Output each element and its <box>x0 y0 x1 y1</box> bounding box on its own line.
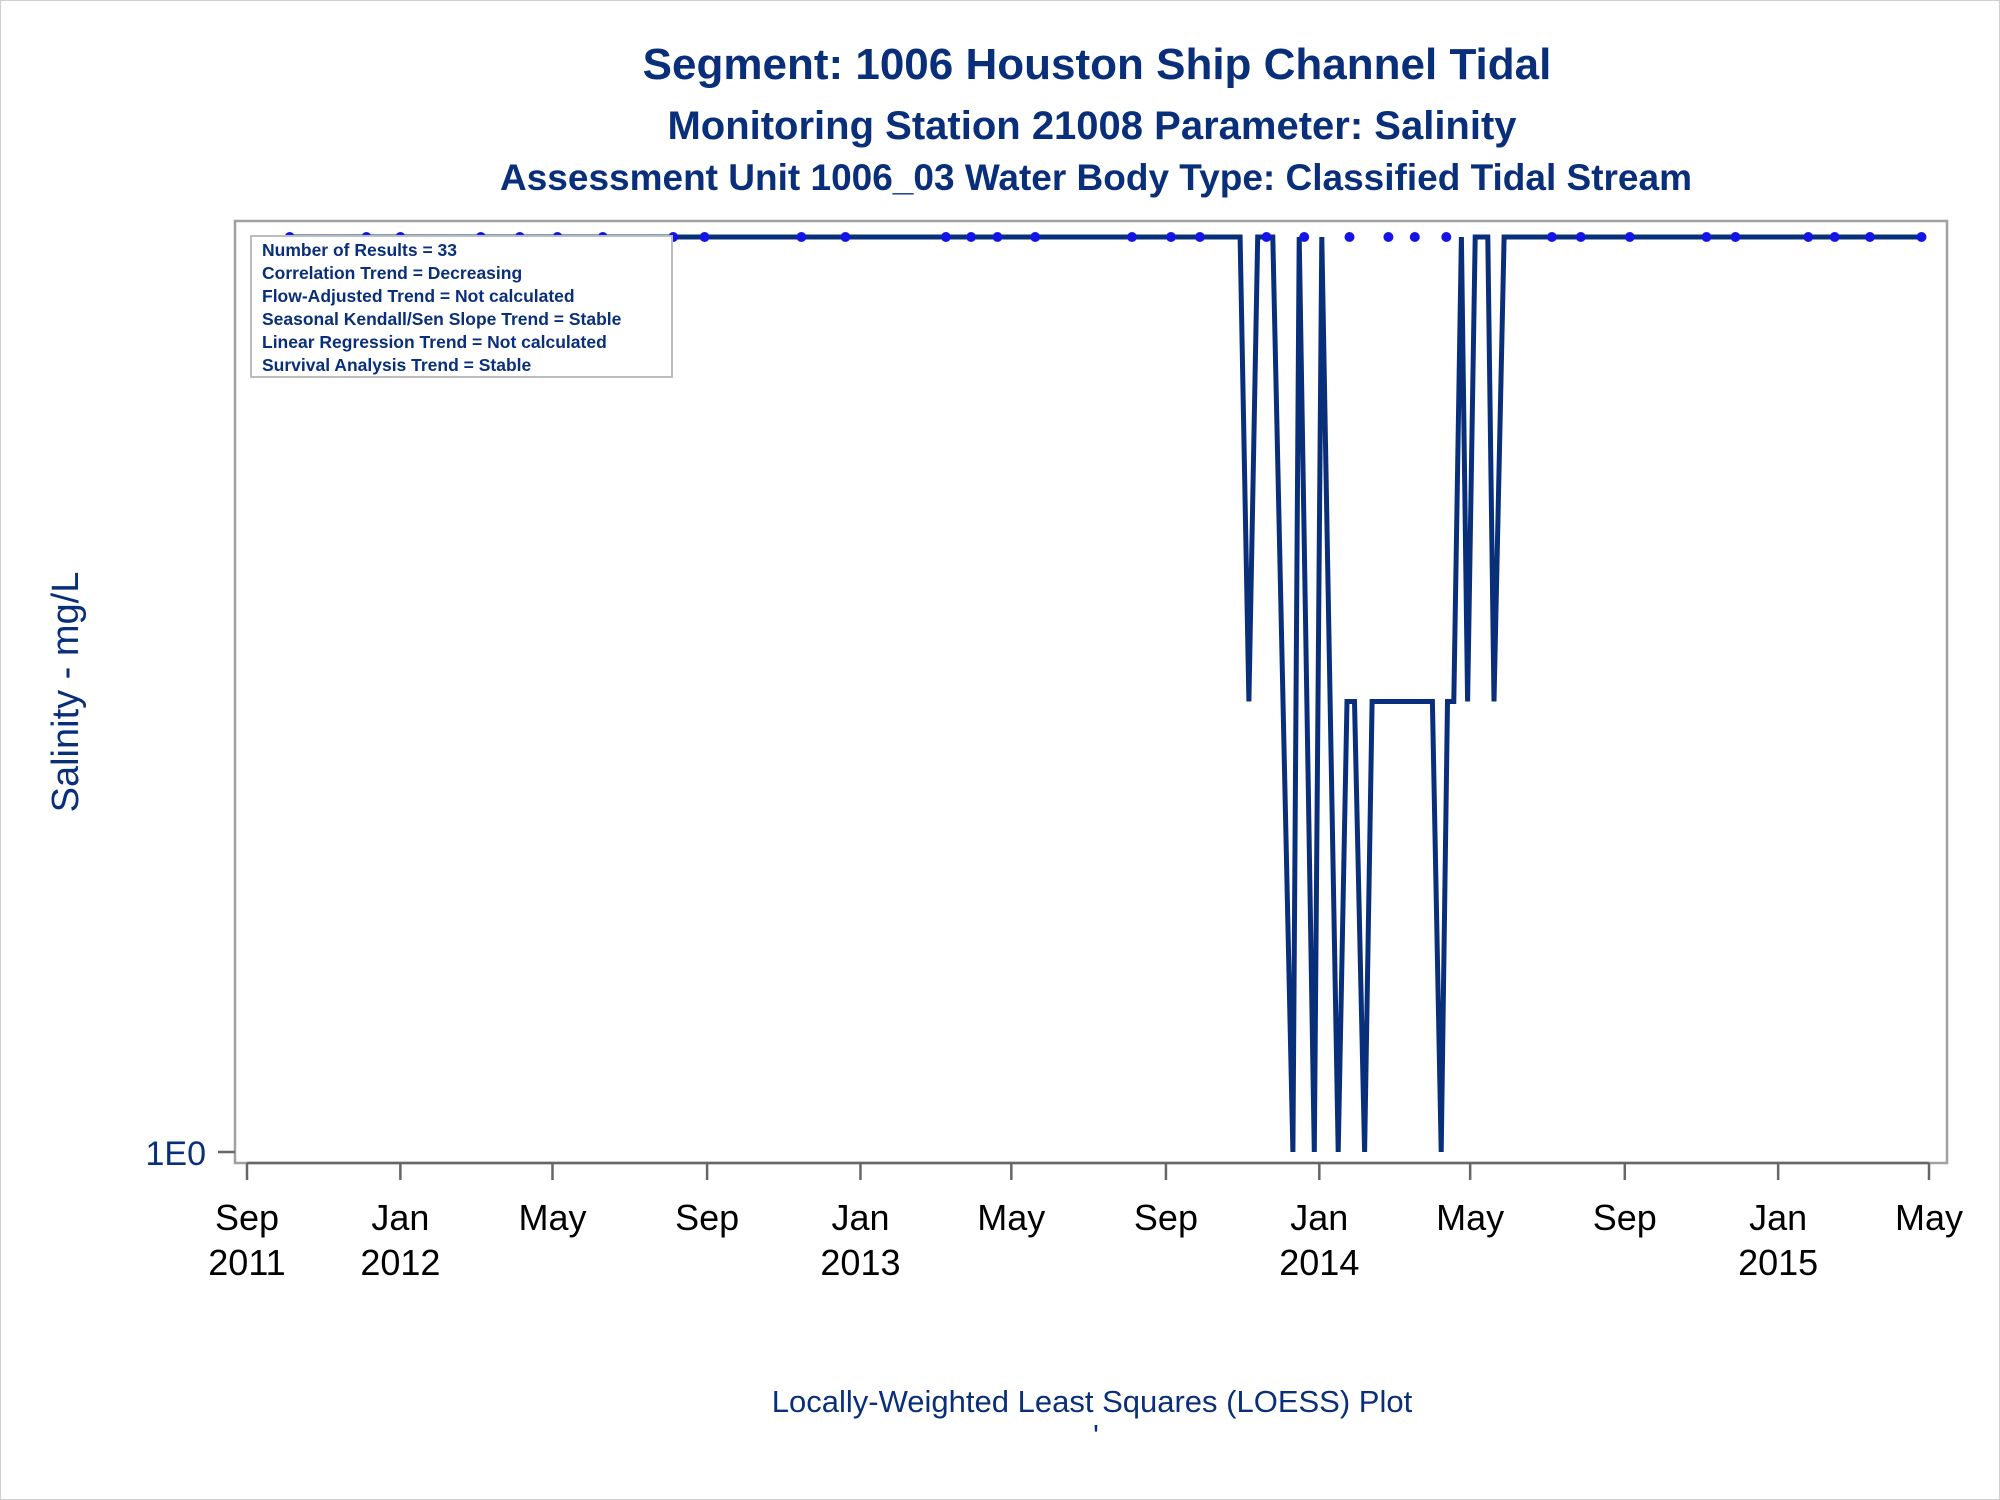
chart-subtitle: Monitoring Station 21008 Parameter: Sali… <box>667 104 1517 148</box>
y-axis: 1E0 <box>146 1135 235 1173</box>
x-tick-label: Jan <box>831 1197 889 1238</box>
chart-title: Segment: 1006 Houston Ship Channel Tidal <box>643 40 1552 89</box>
data-point <box>1383 232 1394 242</box>
x-tick-label: May <box>1895 1197 1963 1238</box>
data-point <box>1344 232 1355 242</box>
data-point <box>1030 232 1041 242</box>
data-point <box>1803 232 1814 242</box>
x-tick-year-label: 2011 <box>208 1242 285 1283</box>
stats-line: Linear Regression Trend = Not calculated <box>262 332 607 352</box>
data-point <box>1194 232 1205 242</box>
x-tick-label: May <box>518 1197 586 1238</box>
data-point <box>940 232 951 242</box>
chart-subtitle-2: Assessment Unit 1006_03 Water Body Type:… <box>500 157 1692 198</box>
stats-line: Survival Analysis Trend = Stable <box>262 355 532 375</box>
data-point <box>1624 232 1635 242</box>
data-point <box>796 232 807 242</box>
y-tick-label: 1E0 <box>146 1135 207 1173</box>
data-point <box>1829 232 1840 242</box>
stats-line: Flow-Adjusted Trend = Not calculated <box>262 286 575 306</box>
x-tick-label: Sep <box>675 1197 739 1238</box>
stats-line: Seasonal Kendall/Sen Slope Trend = Stabl… <box>262 309 622 329</box>
x-tick-label: Sep <box>215 1197 279 1238</box>
data-point <box>1864 232 1875 242</box>
loess-line <box>289 234 1922 1153</box>
x-tick-label: Jan <box>371 1197 429 1238</box>
data-point <box>992 232 1003 242</box>
data-point <box>699 232 710 242</box>
data-point <box>1166 232 1176 242</box>
x-tick-year-label: 2015 <box>1738 1242 1818 1283</box>
x-tick-label: Jan <box>1749 1197 1807 1238</box>
scatter-points-layer <box>284 232 1927 242</box>
x-tick-label: Sep <box>1134 1197 1198 1238</box>
x-tick-year-label: 2012 <box>360 1242 440 1283</box>
data-point <box>1916 232 1927 242</box>
data-point <box>1546 232 1557 242</box>
data-point <box>840 232 851 242</box>
stats-box-border <box>250 235 673 378</box>
x-tick-label: May <box>977 1197 1045 1238</box>
data-point <box>1730 232 1741 242</box>
footnote: Locally-Weighted Least Squares (LOESS) P… <box>772 1384 1413 1419</box>
x-tick-label: May <box>1436 1197 1504 1238</box>
loess-line-layer <box>289 234 1922 1153</box>
data-point <box>1575 232 1586 242</box>
x-tick-label: Sep <box>1593 1197 1657 1238</box>
x-tick-year-label: 2014 <box>1279 1242 1359 1283</box>
data-point <box>1127 232 1137 242</box>
data-point <box>1441 232 1452 242</box>
x-tick-label: Jan <box>1290 1197 1348 1238</box>
stats-box: Number of Results = 33 Correlation Trend… <box>250 235 673 378</box>
x-tick-year-label: 2013 <box>820 1242 900 1283</box>
data-point <box>1261 232 1272 242</box>
stats-line: Number of Results = 33 <box>262 240 457 260</box>
stats-line: Correlation Trend = Decreasing <box>262 263 522 283</box>
y-axis-title: Salinity - mg/L <box>45 572 87 813</box>
data-point <box>1299 232 1310 242</box>
data-point <box>966 232 977 242</box>
data-point <box>1701 232 1712 242</box>
data-point <box>1409 232 1420 242</box>
footnote-mark: ' <box>1093 1418 1099 1453</box>
